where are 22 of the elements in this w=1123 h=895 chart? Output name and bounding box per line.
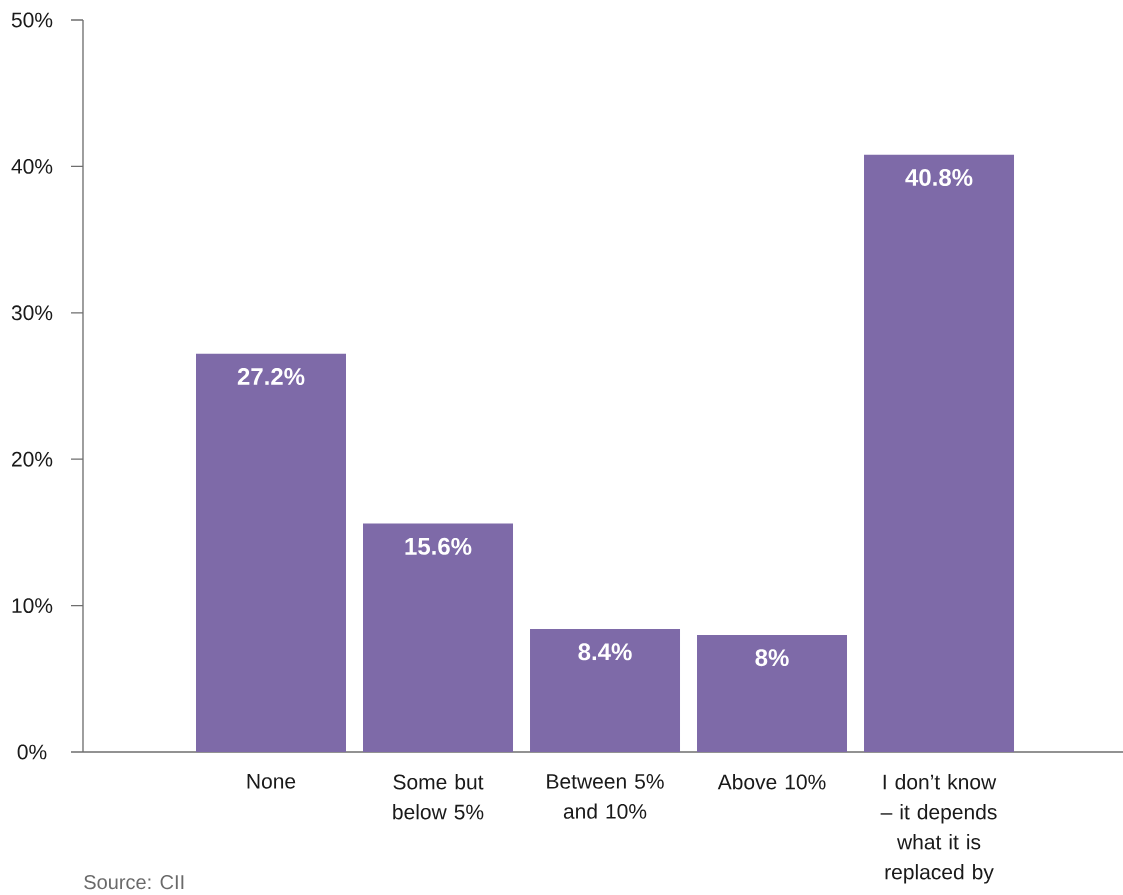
bar bbox=[697, 634, 848, 752]
bar bbox=[196, 353, 346, 752]
x-tick-label: None bbox=[247, 774, 296, 789]
bar bbox=[530, 629, 681, 752]
y-tick-label: 40% bbox=[11, 158, 53, 174]
x-tick-label: Between 5% and 10% bbox=[547, 774, 664, 819]
x-tick-label: Above 10% bbox=[717, 774, 826, 790]
x-tick-label: Some but below 5% bbox=[393, 774, 484, 820]
x-tick-label: I don’t know – it depends what it is replaced by bbox=[880, 774, 997, 884]
bar bbox=[363, 523, 514, 752]
data-label: 8% bbox=[755, 649, 789, 667]
y-tick-label: 30% bbox=[11, 305, 53, 321]
data-label: 27.2% bbox=[237, 368, 305, 385]
data-label: 15.6% bbox=[405, 537, 472, 555]
data-label: 8.4% bbox=[578, 643, 632, 661]
data-label: 40.8% bbox=[905, 168, 973, 186]
bar bbox=[864, 154, 1015, 752]
y-tick-label: 0% bbox=[17, 744, 47, 760]
y-tick-label: 10% bbox=[12, 598, 53, 614]
source-note: Source: CII bbox=[84, 875, 184, 890]
y-tick-label: 50% bbox=[11, 12, 53, 28]
y-tick-label: 20% bbox=[12, 451, 53, 467]
